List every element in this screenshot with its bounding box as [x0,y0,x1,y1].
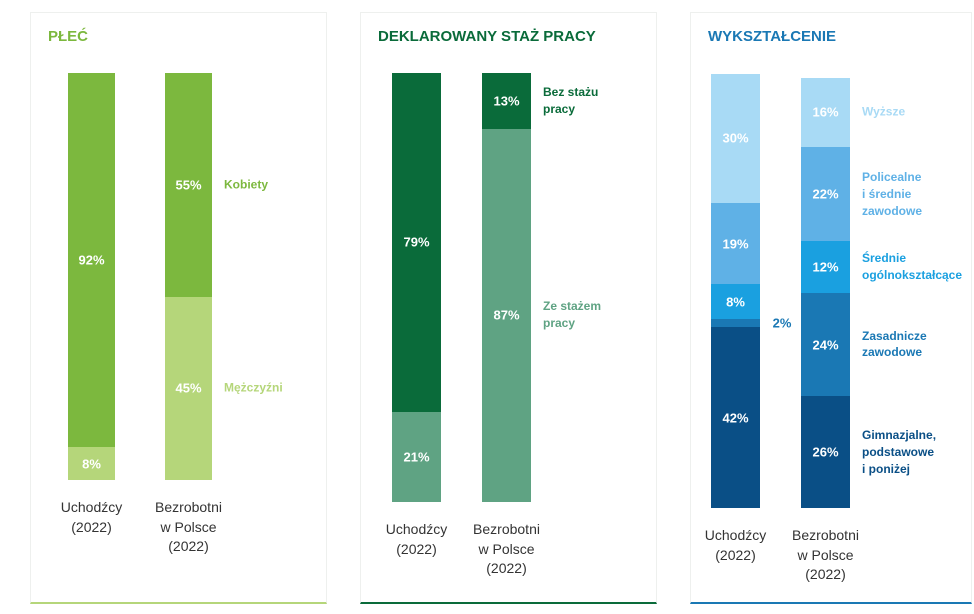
series-label: Ze stażem pracy [543,299,602,331]
bar-segment [801,241,850,293]
value-label: 2% [772,315,792,331]
series-label: Gimnazjalne, podstawowe i poniżej [862,427,937,476]
bar-segment [711,327,760,508]
bar-segment [711,73,760,203]
value-label: 92% [78,252,105,268]
panel [360,12,657,604]
value-label: 12% [812,259,839,275]
series-label: Kobiety [224,177,269,192]
bar-segment [482,73,531,129]
value-label: 8% [726,294,745,310]
category-label: Uchodźcy (2022) [385,521,448,557]
category-label: Uchodźcy (2022) [704,527,767,563]
bar-segment [711,318,760,328]
panel [30,12,327,604]
bar-segment [392,411,441,502]
series-label: Bez stażu pracy [543,85,599,116]
bar-segment [711,202,760,285]
series-label: Średnie ogólnokształcące [862,251,963,283]
bar-segment [801,146,850,242]
value-label: 8% [82,456,101,472]
bar-segment [711,284,760,319]
bar-segment [801,293,850,397]
value-label: 45% [175,380,202,396]
category-label: Uchodźcy (2022) [60,499,123,535]
bar-segment [68,447,115,480]
series-label: Wyższe [862,104,906,119]
panel-title: DEKLAROWANY STAŻ PRACY [378,28,596,45]
bar-segment [165,73,212,297]
bar-segment [801,396,850,508]
series-label: Mężczyźni [224,381,283,396]
value-label: 79% [403,234,430,250]
value-label: 13% [493,93,520,109]
bar-segment [165,296,212,480]
bar-segment [801,78,850,147]
value-label: 42% [722,410,749,426]
panel-title: WYKSZTAŁCENIE [708,28,837,45]
value-label: 87% [493,307,520,323]
value-label: 55% [175,177,202,193]
category-label: Bezrobotni w Polsce (2022) [473,521,540,577]
bar-segment [392,73,441,412]
series-label: Policealne i średnie zawodowe [862,169,923,218]
value-label: 22% [812,186,839,202]
value-label: 24% [812,337,839,353]
value-label: 19% [722,236,749,252]
value-label: 26% [812,444,839,460]
category-label: Bezrobotni w Polsce (2022) [155,499,222,555]
category-label: Bezrobotni w Polsce (2022) [792,527,859,583]
bar-segment [68,73,115,448]
value-label: 30% [722,130,749,146]
bar-segment [482,128,531,502]
value-label: 21% [403,449,430,465]
series-label: Zasadnicze zawodowe [862,328,927,360]
value-label: 16% [812,104,839,120]
panel-title: PŁEĆ [48,28,89,45]
panel [690,12,972,604]
